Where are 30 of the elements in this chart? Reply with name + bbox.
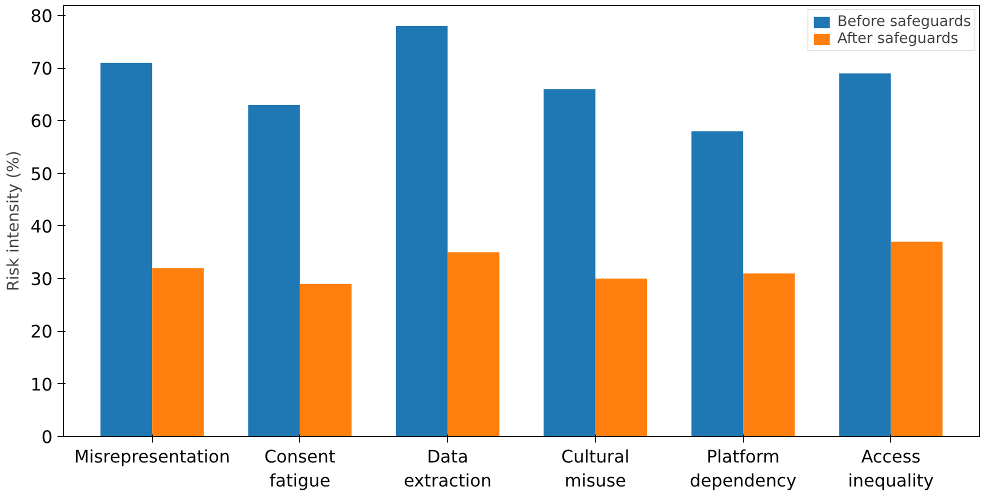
x-tick-label: Cultural misuse xyxy=(561,448,630,492)
y-tick-label: 0 xyxy=(41,428,53,448)
bar xyxy=(396,26,448,436)
y-tick-label: 60 xyxy=(30,112,53,132)
x-tick-label: Consent fatigue xyxy=(264,448,336,492)
x-tick-label: Platform dependency xyxy=(690,448,796,492)
y-axis-title: Risk intensity (%) xyxy=(3,150,22,292)
x-tick-label: Misrepresentation xyxy=(74,448,230,468)
bar xyxy=(100,62,152,436)
bar xyxy=(248,104,300,436)
x-tick-label: Data extraction xyxy=(404,448,492,492)
bar xyxy=(743,273,795,436)
y-tick-label: 30 xyxy=(30,270,53,290)
bar xyxy=(544,89,596,436)
y-tick-label: 70 xyxy=(30,60,53,80)
bar xyxy=(691,131,744,436)
legend-label: Before safeguards xyxy=(837,13,971,30)
bar xyxy=(595,278,648,436)
y-tick-label: 10 xyxy=(30,375,53,396)
bar xyxy=(300,284,352,436)
y-tick-label: 80 xyxy=(30,7,53,27)
y-tick-label: 40 xyxy=(30,218,53,238)
bar xyxy=(448,252,500,436)
legend-label: After safeguards xyxy=(837,30,958,47)
bar xyxy=(890,242,943,436)
bar xyxy=(839,73,891,436)
x-tick-label: Access inequality xyxy=(848,448,934,492)
y-tick-label: 20 xyxy=(30,322,53,343)
bar xyxy=(152,268,204,436)
y-tick-label: 50 xyxy=(30,164,53,185)
